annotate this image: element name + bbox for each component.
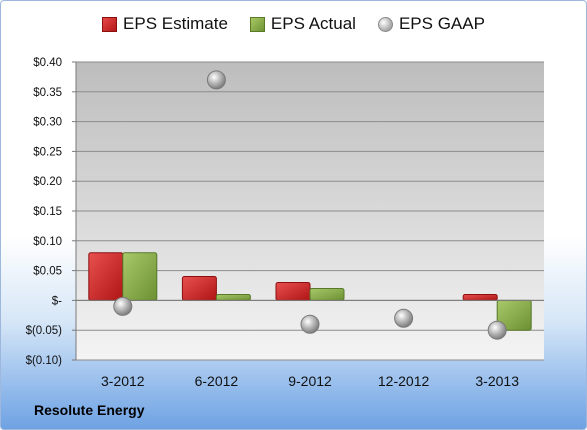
eps-estimate-bar bbox=[462, 293, 498, 301]
y-tick-label: $(0.10) bbox=[26, 355, 63, 367]
legend-item-eps-estimate: EPS Estimate bbox=[102, 14, 228, 34]
legend-item-eps-actual: EPS Actual bbox=[249, 14, 356, 34]
x-tick-label: 9-2012 bbox=[288, 373, 332, 389]
y-tick-label: $0.20 bbox=[33, 176, 62, 188]
company-name: Resolute Energy bbox=[34, 402, 145, 418]
x-tick-label: 12-2012 bbox=[378, 373, 430, 389]
x-tick-label: 3-2013 bbox=[475, 373, 519, 389]
y-tick-label: $(0.05) bbox=[26, 325, 63, 337]
eps-estimate-bar bbox=[275, 282, 311, 301]
y-tick-label: $0.35 bbox=[33, 87, 62, 99]
eps-actual-bar bbox=[215, 293, 251, 301]
eps-actual-swatch bbox=[249, 16, 265, 32]
legend-label-eps-gaap: EPS GAAP bbox=[398, 14, 485, 33]
legend-item-eps-gaap: EPS GAAP bbox=[377, 14, 485, 34]
eps-estimate-bar bbox=[181, 276, 217, 301]
y-tick-label: $0.10 bbox=[33, 236, 62, 248]
eps-actual-bar bbox=[122, 252, 158, 301]
y-tick-label: $0.40 bbox=[33, 57, 62, 69]
eps-actual-bar bbox=[309, 287, 345, 301]
y-tick-label: $0.25 bbox=[33, 146, 62, 158]
eps-estimate-bar bbox=[88, 252, 124, 301]
eps-gaap-point bbox=[206, 70, 226, 90]
eps-gaap-point bbox=[394, 308, 414, 328]
eps-gaap-point bbox=[113, 296, 133, 316]
legend-label-eps-estimate: EPS Estimate bbox=[123, 14, 228, 33]
y-tick-label: $0.30 bbox=[33, 117, 62, 129]
chart-legend: EPS Estimate EPS Actual EPS GAAP bbox=[0, 14, 587, 34]
y-tick-label: $0.05 bbox=[33, 266, 62, 278]
x-tick-label: 3-2012 bbox=[101, 373, 145, 389]
x-tick-label: 6-2012 bbox=[195, 373, 239, 389]
y-tick-label: $0.15 bbox=[33, 206, 62, 218]
eps-estimate-swatch bbox=[102, 16, 118, 32]
eps-gaap-point bbox=[300, 314, 320, 334]
y-tick-label: $- bbox=[52, 295, 62, 307]
eps-gaap-swatch bbox=[377, 16, 393, 32]
legend-label-eps-actual: EPS Actual bbox=[270, 14, 356, 33]
eps-gaap-point bbox=[487, 320, 507, 340]
